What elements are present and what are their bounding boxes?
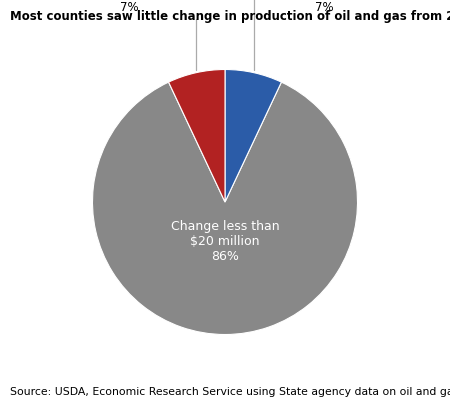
Wedge shape [169, 69, 225, 202]
Text: Change less than
$20 million
86%: Change less than $20 million 86% [171, 220, 279, 263]
Text: Decrease of $20 million
or more
7%: Decrease of $20 million or more 7% [60, 0, 199, 70]
Text: Increase of $20 million
or more
7%: Increase of $20 million or more 7% [254, 0, 392, 70]
Text: Source: USDA, Economic Research Service using State agency data on oil and gas p: Source: USDA, Economic Research Service … [10, 387, 450, 397]
Wedge shape [93, 82, 357, 335]
Wedge shape [225, 69, 281, 202]
Text: Most counties saw little change in production of oil and gas from 2000 to 2011: Most counties saw little change in produ… [10, 10, 450, 23]
